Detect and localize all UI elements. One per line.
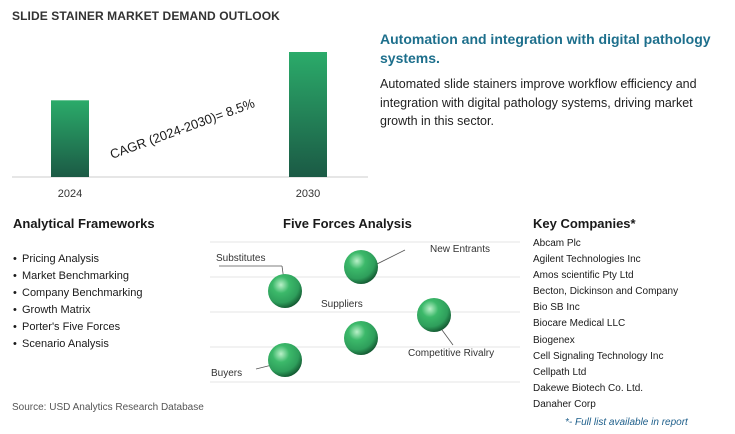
company-item: Bio SB Inc — [533, 302, 580, 314]
company-item: Cellpath Ltd — [533, 366, 587, 378]
company-item: Dakewe Biotech Co. Ltd. — [533, 382, 644, 394]
buyers-label: Buyers — [211, 368, 242, 379]
buyers-sphere — [268, 343, 302, 377]
company-item: Amos scientific Pty Ltd — [533, 270, 634, 282]
x-tick-label: 2030 — [296, 188, 320, 200]
company-item: Agilent Technologies Inc — [533, 254, 641, 266]
company-item: Becton, Dickinson and Company — [533, 286, 679, 298]
new-entrants-connector — [374, 249, 406, 266]
companies-title: Key Companies* — [533, 216, 636, 231]
suppliers-sphere — [344, 321, 378, 355]
company-item: Biocare Medical LLC — [533, 318, 626, 330]
framework-item: Growth Matrix — [13, 302, 142, 319]
company-item: Abcam Plc — [533, 238, 581, 249]
frameworks-title: Analytical Frameworks — [13, 216, 155, 231]
competitive-rivalry-label: Competitive Rivalry — [408, 348, 494, 359]
frameworks-list: Pricing Analysis Market Benchmarking Com… — [13, 251, 142, 353]
framework-item: Scenario Analysis — [13, 336, 142, 353]
framework-item: Pricing Analysis — [13, 251, 142, 268]
framework-item: Porter's Five Forces — [13, 319, 142, 336]
page-title: SLIDE STAINER MARKET DEMAND OUTLOOK — [12, 9, 280, 23]
framework-item: Market Benchmarking — [13, 268, 142, 285]
cagr-annotation: CAGR (2024-2030)= 8.5% — [108, 95, 257, 162]
new-entrants-label: New Entrants — [430, 244, 490, 255]
headline: Automation and integration with digital … — [380, 31, 711, 66]
bar-2024 — [51, 100, 89, 177]
companies-list: Abcam Plc Agilent Technologies Inc Amos … — [533, 236, 678, 413]
company-item: Cell Signaling Technology Inc — [533, 350, 664, 362]
substitutes-label: Substitutes — [216, 253, 265, 264]
suppliers-label: Suppliers — [321, 299, 363, 310]
company-item: Danaher Corp — [533, 398, 596, 410]
description: Automated slide stainers improve workflo… — [380, 77, 697, 128]
x-tick-label: 2024 — [58, 188, 82, 200]
new-entrants-sphere — [344, 250, 378, 284]
market-outlook-bar-chart: 2024 2030 CAGR (2024-2030)= 8.5% — [12, 52, 368, 200]
five-forces-diagram: Substitutes New Entrants Suppliers Compe… — [210, 241, 520, 383]
five-forces-title: Five Forces Analysis — [283, 216, 412, 231]
competitive-rivalry-sphere — [417, 298, 451, 332]
substitutes-sphere — [268, 274, 302, 308]
full-list-note: *- Full list available in report — [565, 417, 688, 428]
company-item: Biogenex — [533, 334, 575, 346]
framework-item: Company Benchmarking — [13, 285, 142, 302]
source-note: Source: USD Analytics Research Database — [12, 402, 204, 413]
bar-2030 — [289, 52, 327, 177]
